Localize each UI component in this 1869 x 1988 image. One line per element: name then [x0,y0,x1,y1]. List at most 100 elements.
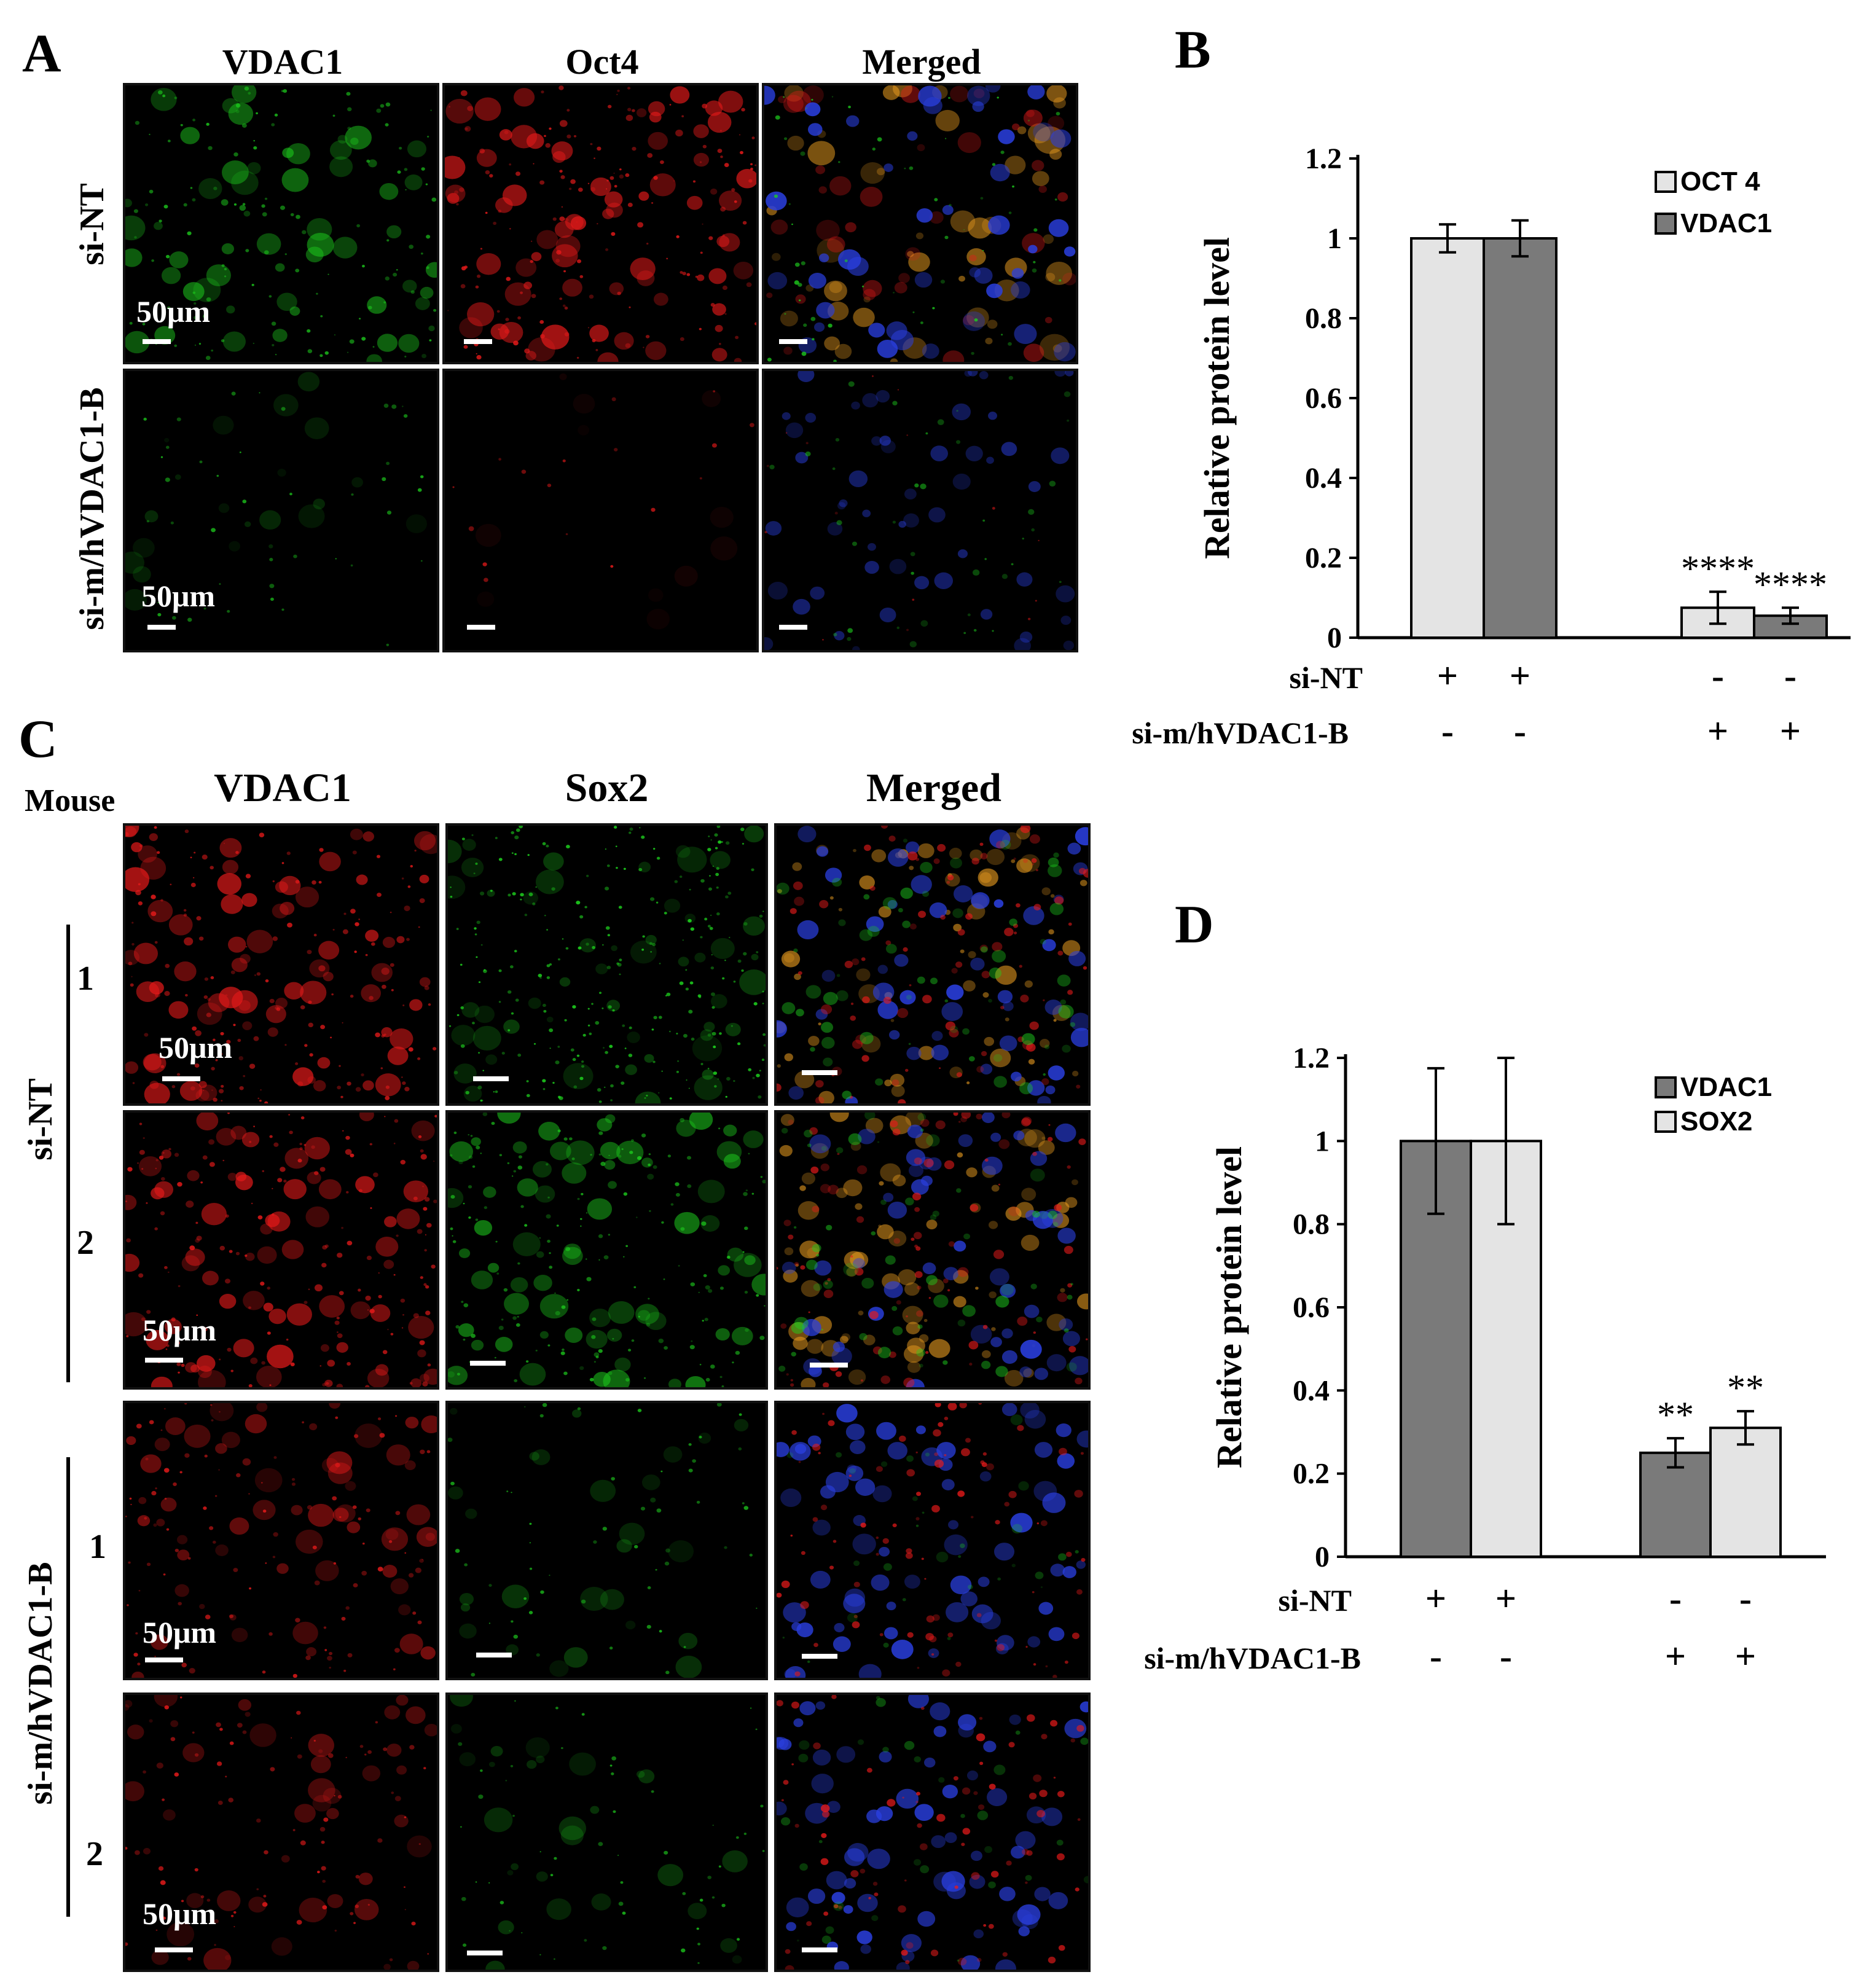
y-tick-label: 0.2 [1293,1458,1330,1490]
micrograph-sox2-si-nt-1 [445,823,768,1106]
scale-label: 50μm [143,1896,216,1931]
micrograph-vdac1-si-vdac1 [123,369,439,652]
legend-label: VDAC1 [1680,208,1772,238]
panel-letter-a: A [22,24,61,84]
condition-label: si-NT [1290,660,1363,695]
significance-label: **** [1753,564,1827,605]
condition-mark: + [1437,655,1458,696]
scale-bar [779,339,807,344]
column-header-oct4: Oct4 [565,42,639,82]
y-tick-label: 0.4 [1305,462,1342,495]
y-tick-label: 1 [1315,1125,1330,1157]
condition-mark: + [1425,1578,1446,1619]
panel-letter-c: C [18,710,58,769]
scale-bar [779,625,807,630]
column-header-merged: Merged [862,42,981,82]
legend-swatch [1655,1076,1677,1098]
scale-bar [467,625,495,630]
mouse-number: 1 [89,1528,106,1566]
scale-bar [145,1358,183,1363]
micrograph-sox2-si-vdac1-1 [445,1401,768,1680]
panel-letter-b: B [1175,20,1211,80]
condition-mark: - [1784,655,1797,696]
significance-label: **** [1681,548,1755,589]
micrograph-vdac1-si-nt-2 [123,1110,439,1390]
micrograph-oct4-si-vdac1 [442,369,759,652]
condition-mark: - [1500,1636,1512,1677]
significance-label: ** [1727,1368,1764,1408]
scale-bar [473,1076,509,1081]
group-bracket-si-vdac1 [66,1457,70,1917]
y-tick-label: 1.2 [1305,143,1342,175]
condition-mark: - [1739,1578,1752,1619]
condition-mark: - [1514,711,1526,751]
micrograph-vdac1-si-vdac1-2 [123,1693,439,1972]
scale-bar [476,1653,512,1657]
y-tick-label: 0.8 [1293,1208,1330,1241]
condition-mark: + [1665,1636,1686,1677]
scale-bar [467,1951,503,1955]
column-header-merged: Merged [866,765,1001,810]
condition-mark: - [1430,1636,1442,1677]
condition-mark: + [1495,1578,1516,1619]
y-tick-label: 0.8 [1305,302,1342,335]
micrograph-vdac1-si-vdac1-1 [123,1401,439,1680]
legend-label: VDAC1 [1680,1072,1772,1102]
row-label-si-nt: si-NT [73,183,111,265]
y-axis-label: Relative protein level [1197,237,1237,559]
micrograph-merged-si-nt-2 [774,1110,1091,1390]
micrograph-merged-si-nt-1 [774,823,1091,1106]
legend-swatch [1655,171,1677,193]
mouse-number: 2 [86,1835,103,1873]
y-tick-label: 1 [1327,222,1342,255]
group-label-si-nt: si-NT [22,1078,60,1160]
y-tick-label: 0.2 [1305,542,1342,574]
scale-bar [147,625,176,630]
micrograph-vdac1-si-nt [123,83,439,364]
scale-label: 50μm [143,1313,216,1347]
condition-mark: - [1669,1578,1682,1619]
y-tick-label: 0 [1315,1541,1330,1573]
scale-bar [143,339,171,344]
mouse-number: 1 [77,960,94,998]
bar [1639,1451,1712,1558]
legend-label: OCT 4 [1680,166,1760,197]
micrograph-merged-si-nt [762,83,1078,364]
scale-bar [470,1361,506,1366]
micrograph-merged-si-vdac1-2 [774,1693,1091,1972]
y-tick-label: 1.2 [1293,1042,1330,1074]
micrograph-merged-si-vdac1 [762,369,1078,652]
scale-bar [802,1947,837,1952]
panel-letter-d: D [1175,895,1214,955]
micrograph-oct4-si-nt [442,83,759,364]
column-header-vdac1: VDAC1 [222,42,343,82]
significance-label: ** [1657,1395,1694,1435]
legend-swatch [1655,213,1677,235]
column-header-sox2: Sox2 [565,765,649,810]
scale-bar [802,1070,837,1075]
group-bracket-si-nt [66,925,70,1382]
condition-mark: + [1707,711,1728,751]
condition-label: si-NT [1279,1583,1352,1618]
group-label-si-vdac1: si-m/hVDAC1-B [22,1562,60,1805]
condition-mark: + [1780,711,1801,751]
micrograph-vdac1-si-nt-1 [123,823,439,1106]
scale-bar [162,1076,200,1081]
y-tick-label: 0.6 [1305,382,1342,415]
bar [1410,237,1485,639]
scale-bar [145,1657,183,1662]
micrograph-merged-si-vdac1-1 [774,1401,1091,1680]
y-axis-label: Relative protein level [1209,1146,1249,1468]
mouse-number: 2 [77,1224,94,1262]
condition-mark: - [1441,711,1454,751]
bar-chart-d: 0 0.2 0.4 0.6 0.8 1 1.2 Relative protein level *… [1081,1020,1855,1677]
y-tick-label: 0.4 [1293,1374,1330,1407]
condition-mark: + [1510,655,1530,696]
legend-label: SOX2 [1680,1106,1752,1137]
scale-bar [155,1947,193,1952]
column-header-vdac1: VDAC1 [214,765,351,810]
row-label-si-vdac1: si-m/hVDAC1-B [73,387,111,630]
bar-chart-b: 0 0.2 0.4 0.6 0.8 1 1.2 Relative protein level *… [1081,123,1855,762]
micrograph-sox2-si-nt-2 [445,1110,768,1390]
y-tick-label: 0 [1327,622,1342,654]
